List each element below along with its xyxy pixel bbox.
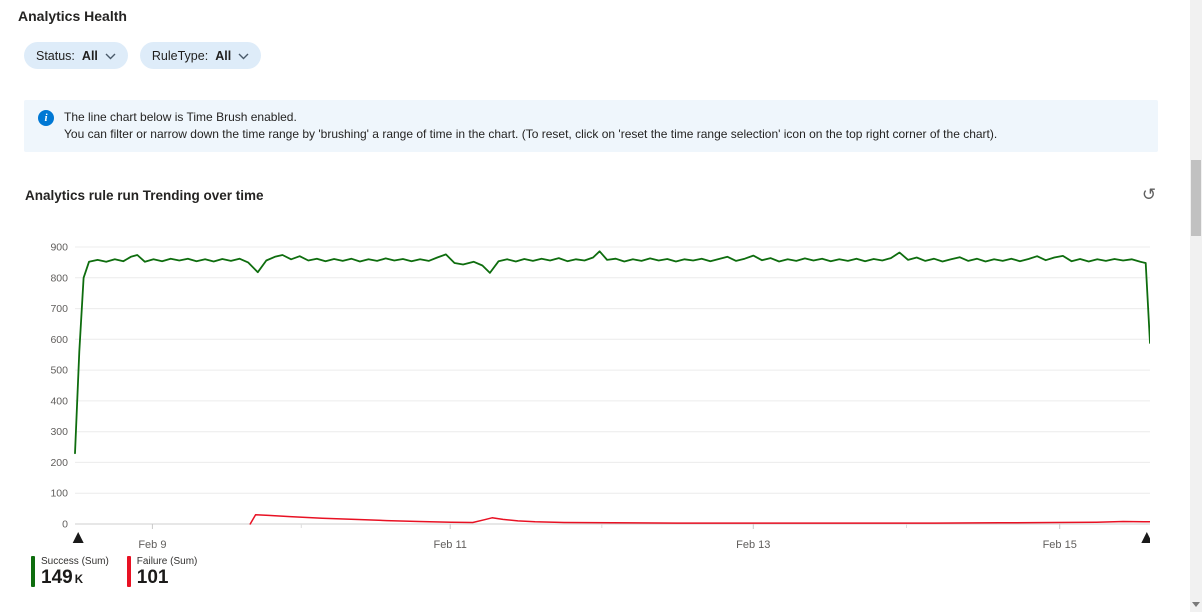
- scrollbar-down-arrow-icon[interactable]: [1190, 598, 1202, 611]
- legend-item-success: Success (Sum) 149 K: [31, 556, 109, 591]
- chart-legend: Success (Sum) 149 K Failure (Sum) 101: [31, 556, 197, 591]
- brush-handle-left[interactable]: [72, 532, 84, 543]
- svg-text:Feb 13: Feb 13: [736, 539, 770, 551]
- failure-legend-label: Failure (Sum): [136, 556, 198, 567]
- svg-text:900: 900: [50, 242, 68, 254]
- scrollbar-thumb[interactable]: [1191, 160, 1201, 236]
- vertical-scrollbar[interactable]: [1190, 0, 1202, 612]
- page-title: Analytics Health: [18, 8, 127, 24]
- info-banner-line1: The line chart below is Time Brush enabl…: [64, 110, 297, 124]
- svg-text:100: 100: [50, 488, 68, 500]
- chevron-down-icon: [105, 49, 116, 63]
- svg-text:600: 600: [50, 334, 68, 346]
- svg-text:0: 0: [62, 519, 68, 531]
- success-legend-label: Success (Sum): [41, 556, 109, 567]
- ruletype-filter-label: RuleType:: [151, 48, 209, 63]
- info-banner-text: The line chart below is Time Brush enabl…: [64, 109, 997, 143]
- status-filter-value: All: [81, 48, 98, 63]
- info-icon: i: [38, 110, 54, 126]
- success-legend-value: 149 K: [41, 567, 84, 588]
- svg-text:200: 200: [50, 457, 68, 469]
- svg-text:Feb 9: Feb 9: [138, 539, 166, 551]
- svg-text:Feb 11: Feb 11: [433, 539, 466, 551]
- info-banner-line2: You can filter or narrow down the time r…: [64, 127, 998, 141]
- ruletype-filter-dropdown[interactable]: RuleType: All: [139, 42, 262, 69]
- filter-bar: Status: All RuleType: All: [24, 42, 262, 69]
- trend-line-chart[interactable]: 0 100 200 300 400 500 600 700 800 900 Feb 9 Feb 11 F…: [40, 240, 1150, 558]
- svg-text:800: 800: [50, 272, 68, 284]
- svg-text:Feb 15: Feb 15: [1043, 539, 1077, 551]
- info-banner: i The line chart below is Time Brush ena…: [24, 100, 1158, 152]
- svg-text:300: 300: [50, 426, 68, 438]
- failure-legend-value: 101: [136, 567, 169, 588]
- status-filter-dropdown[interactable]: Status: All: [24, 42, 128, 69]
- success-color-bar: [31, 556, 35, 587]
- ruletype-filter-value: All: [215, 48, 232, 63]
- svg-text:500: 500: [50, 365, 68, 377]
- svg-text:400: 400: [50, 395, 68, 407]
- legend-item-failure: Failure (Sum) 101: [126, 556, 198, 591]
- chart-title: Analytics rule run Trending over time: [25, 188, 264, 203]
- status-filter-label: Status:: [36, 48, 75, 63]
- svg-text:700: 700: [50, 303, 68, 315]
- success-legend-unit: K: [74, 574, 84, 586]
- reset-time-range-icon[interactable]: ↺: [1136, 182, 1162, 208]
- brush-handle-right[interactable]: [1141, 532, 1150, 543]
- chevron-down-icon: [238, 49, 249, 63]
- failure-color-bar: [126, 556, 131, 587]
